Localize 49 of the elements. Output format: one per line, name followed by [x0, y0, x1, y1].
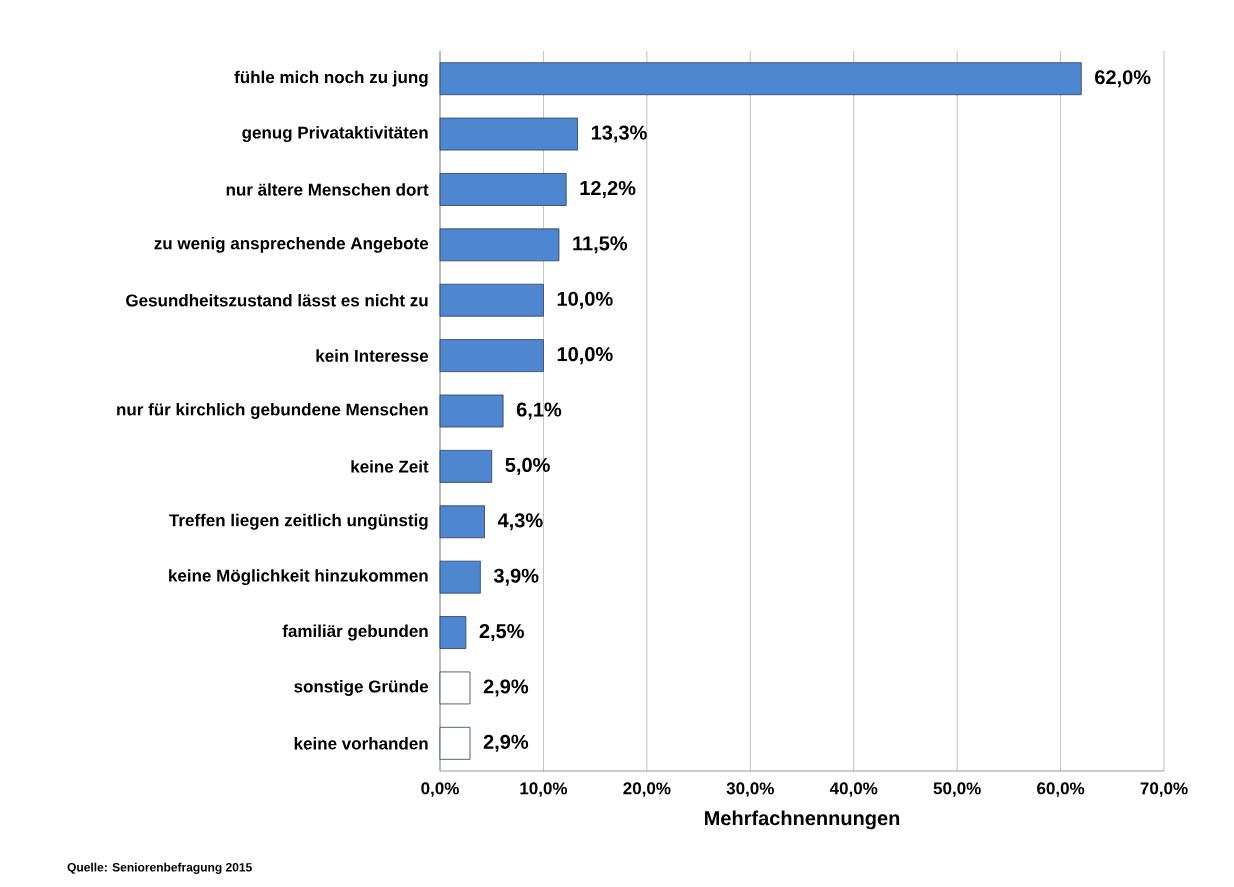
y-tick-label: sonstige Gründe [294, 679, 429, 696]
x-tick-label: 20,0% [623, 782, 671, 797]
x-tick-label: 0,0% [421, 782, 459, 797]
data-label: 13,3% [591, 125, 647, 143]
bar [439, 228, 560, 262]
bar [439, 394, 504, 428]
data-label: 4,3% [497, 513, 543, 531]
bar [439, 62, 1082, 96]
bar [439, 173, 567, 206]
data-label: 2,9% [483, 734, 529, 752]
bar [439, 449, 493, 483]
x-tick-label: 70,0% [1140, 782, 1188, 797]
y-tick-label: Gesundheitszustand lässt es nicht zu [126, 293, 428, 307]
x-tick-label: 60,0% [1037, 782, 1085, 797]
y-tick-label: familiär gebunden [282, 624, 428, 641]
data-label: 5,0% [505, 457, 550, 475]
y-tick-label: Treffen liegen zeitlich ungünstig [169, 513, 428, 530]
source-note: Quelle: Seniorenbefragung 2015 [67, 862, 252, 874]
bar [439, 616, 467, 649]
bar [439, 671, 471, 705]
y-tick-label: keine vorhanden [294, 737, 428, 750]
bar [439, 726, 471, 760]
data-label: 10,0% [557, 347, 613, 365]
data-label: 11,5% [573, 236, 628, 254]
data-label: 12,2% [580, 180, 636, 198]
y-tick-label: kein Interesse [316, 349, 429, 362]
x-tick-label: 10,0% [520, 782, 568, 797]
y-tick-label: nur ältere Menschen dort [226, 183, 429, 196]
data-label: 2,9% [483, 679, 529, 697]
y-tick-label: nur für kirchlich gebundene Menschen [117, 403, 428, 419]
data-label: 6,1% [516, 402, 562, 420]
y-tick-label: genug Privataktivitäten [242, 126, 428, 143]
data-label: 3,9% [493, 568, 539, 586]
x-axis-title: Mehrfachnennungen [705, 810, 900, 830]
y-tick-label: keine Zeit [351, 460, 429, 473]
bar [439, 560, 481, 594]
y-tick-label: fühle mich noch zu jung [234, 70, 428, 87]
x-tick-label: 30,0% [726, 782, 774, 797]
data-label: 2,5% [479, 624, 524, 642]
bar [439, 339, 544, 373]
bar [439, 505, 485, 539]
y-tick-label: zu wenig ansprechende Angebote [154, 236, 429, 253]
bar [439, 117, 578, 151]
data-label: 62,0% [1095, 70, 1151, 88]
x-tick-label: 50,0% [933, 782, 981, 797]
bar [439, 283, 544, 317]
data-label: 10,0% [557, 291, 613, 309]
y-tick-label: keine Möglichkeit hinzukommen [169, 569, 428, 586]
x-tick-label: 40,0% [829, 782, 878, 797]
